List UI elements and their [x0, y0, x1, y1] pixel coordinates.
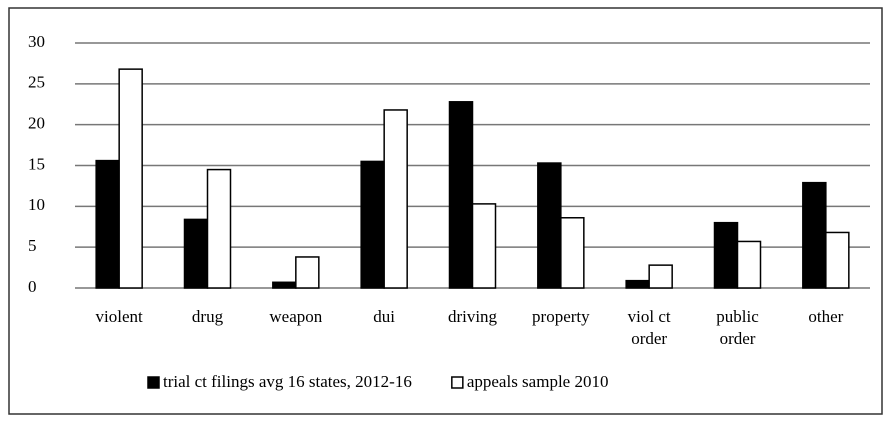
y-tick-label: 25	[28, 73, 45, 92]
bar	[648, 264, 673, 289]
bar	[560, 217, 585, 289]
bar	[448, 101, 474, 289]
y-tick-label: 30	[28, 32, 45, 51]
chart-frame	[8, 7, 883, 415]
y-tick-label: 20	[28, 114, 45, 133]
bar	[360, 160, 385, 289]
bar	[713, 221, 739, 289]
x-tick-label: drug	[192, 307, 224, 326]
x-tick-label: driving	[448, 307, 498, 326]
x-tick-label: violent	[96, 307, 143, 326]
bar	[272, 281, 297, 289]
y-tick-label: 0	[28, 277, 37, 296]
x-tick-label: viol ct order	[628, 307, 671, 348]
bar	[295, 256, 320, 289]
legend-label: trial ct filings avg 16 states, 2012-16	[163, 372, 412, 391]
x-tick-label: weapon	[269, 307, 322, 326]
bar	[625, 279, 650, 289]
bar	[537, 162, 562, 289]
bar	[95, 159, 120, 289]
x-tick-label: dui	[373, 307, 395, 326]
bar	[736, 240, 762, 289]
bar	[383, 109, 408, 289]
x-tick-label: property	[532, 307, 590, 326]
legend-swatch	[147, 376, 160, 389]
y-tick-label: 5	[28, 236, 37, 255]
bar	[825, 231, 850, 289]
bar	[206, 168, 232, 289]
legend-label: appeals sample 2010	[467, 372, 609, 391]
bar	[471, 203, 497, 289]
y-tick-label: 10	[28, 195, 45, 214]
legend-swatch	[451, 376, 464, 389]
bar	[802, 181, 827, 289]
bar	[183, 218, 209, 289]
x-tick-label: other	[808, 307, 843, 326]
x-tick-label: public order	[716, 307, 759, 348]
y-tick-label: 15	[28, 154, 45, 173]
bar	[118, 68, 143, 289]
